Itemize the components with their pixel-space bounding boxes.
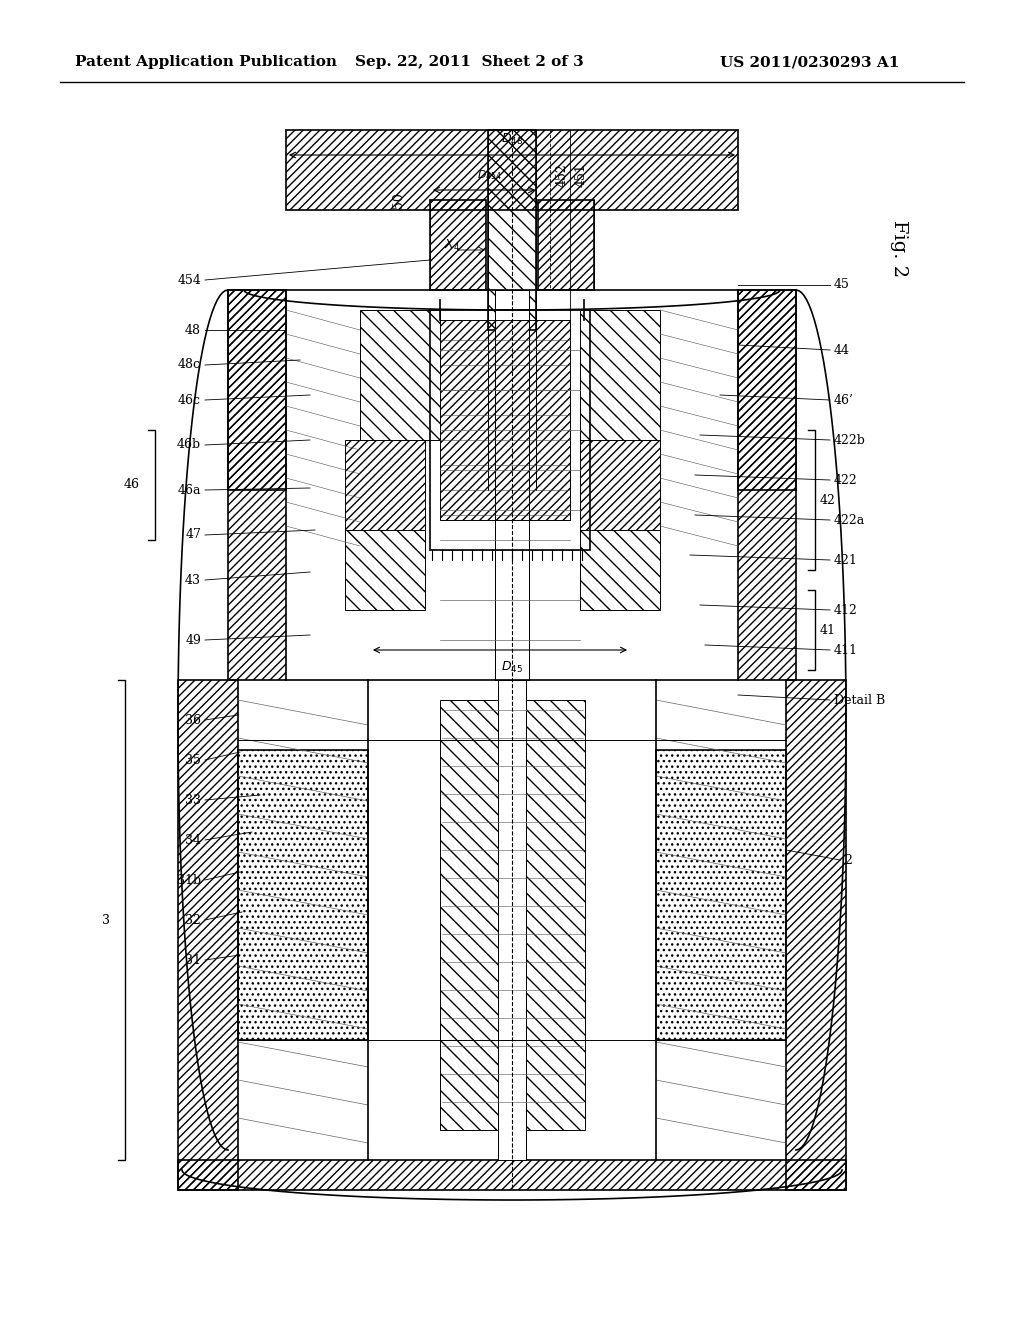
- Bar: [440, 319, 570, 520]
- Bar: [430, 201, 486, 290]
- Bar: [238, 750, 368, 1040]
- Bar: [286, 129, 738, 210]
- Bar: [786, 680, 846, 1191]
- Text: 43: 43: [185, 573, 201, 586]
- Text: $D_{454}$: $D_{454}$: [477, 168, 503, 182]
- Text: 48: 48: [185, 323, 201, 337]
- Text: 412: 412: [834, 603, 858, 616]
- Bar: [228, 290, 286, 490]
- Bar: [738, 290, 796, 490]
- Text: 3: 3: [102, 913, 110, 927]
- Text: 44: 44: [834, 343, 850, 356]
- Bar: [580, 440, 660, 531]
- Text: 32: 32: [185, 913, 201, 927]
- Text: 45: 45: [834, 279, 850, 292]
- Text: 411: 411: [834, 644, 858, 656]
- Text: $D_{45}$: $D_{45}$: [501, 660, 523, 675]
- Text: 35: 35: [185, 754, 201, 767]
- Bar: [738, 290, 796, 680]
- Text: 34: 34: [185, 833, 201, 846]
- Text: 422b: 422b: [834, 433, 866, 446]
- Text: 46a: 46a: [177, 483, 201, 496]
- Bar: [430, 310, 590, 550]
- Text: 31b: 31b: [177, 874, 201, 887]
- Bar: [498, 680, 526, 1160]
- Text: 451: 451: [575, 164, 588, 187]
- Text: US 2011/0230293 A1: US 2011/0230293 A1: [720, 55, 899, 69]
- Text: Sep. 22, 2011  Sheet 2 of 3: Sep. 22, 2011 Sheet 2 of 3: [355, 55, 584, 69]
- Text: 452: 452: [556, 164, 569, 187]
- Text: Detail B: Detail B: [834, 693, 886, 706]
- Bar: [178, 1160, 846, 1191]
- Bar: [488, 129, 536, 330]
- Bar: [228, 290, 286, 680]
- Text: 31: 31: [185, 953, 201, 966]
- Text: 49: 49: [185, 634, 201, 647]
- Bar: [345, 440, 425, 531]
- Text: Patent Application Publication: Patent Application Publication: [75, 55, 337, 69]
- Text: 46c: 46c: [178, 393, 201, 407]
- Bar: [345, 531, 425, 610]
- Bar: [580, 310, 660, 440]
- Bar: [360, 310, 440, 440]
- Text: 46b: 46b: [177, 438, 201, 451]
- Text: $X_4$: $X_4$: [444, 238, 460, 252]
- Bar: [580, 531, 660, 610]
- Text: 422a: 422a: [834, 513, 865, 527]
- Text: 41: 41: [820, 623, 836, 636]
- Text: 2: 2: [844, 854, 852, 866]
- Text: 48c: 48c: [178, 359, 201, 371]
- Text: 422: 422: [834, 474, 858, 487]
- Text: 454: 454: [177, 273, 201, 286]
- Text: 47: 47: [185, 528, 201, 541]
- Text: 46’: 46’: [834, 393, 854, 407]
- Bar: [440, 700, 585, 1130]
- Text: Fig. 2: Fig. 2: [890, 220, 908, 277]
- Text: 33: 33: [185, 793, 201, 807]
- Bar: [495, 290, 529, 680]
- Text: $D_{48}$: $D_{48}$: [501, 132, 523, 147]
- Text: 421: 421: [834, 553, 858, 566]
- Text: 50: 50: [392, 193, 406, 209]
- Bar: [538, 201, 594, 290]
- Text: 42: 42: [820, 494, 836, 507]
- Bar: [656, 750, 786, 1040]
- Bar: [178, 680, 238, 1191]
- Text: 36: 36: [185, 714, 201, 726]
- Text: 46: 46: [124, 479, 140, 491]
